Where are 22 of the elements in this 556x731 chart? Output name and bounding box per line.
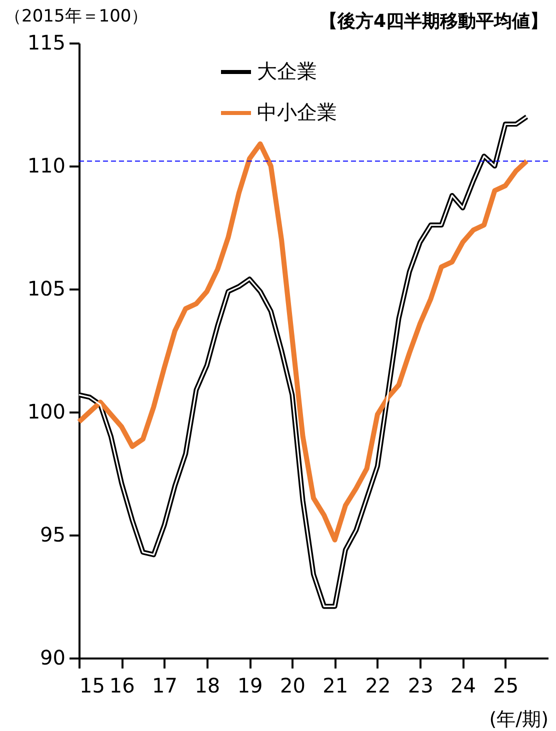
x-tick-label: 25 [493, 674, 519, 698]
y-tick-label: 105 [27, 276, 66, 300]
x-tick-label: 23 [408, 674, 434, 698]
x-tick-label: 17 [152, 674, 178, 698]
x-tick-label: 20 [280, 674, 306, 698]
legend-label: 中小企業 [257, 100, 337, 124]
legend-label: 大企業 [257, 59, 317, 83]
x-tick-label: 24 [450, 674, 476, 698]
x-tick-label: 22 [365, 674, 391, 698]
y-tick-label: 95 [40, 522, 66, 546]
y-tick-label: 115 [27, 30, 66, 54]
x-tick-label: 21 [322, 674, 348, 698]
x-tick-label: 16 [109, 674, 135, 698]
y-tick-label: 100 [27, 400, 66, 424]
x-axis-title: (年/期) [489, 708, 548, 730]
x-tick-label: 19 [237, 674, 263, 698]
y-tick-label: 110 [27, 154, 66, 178]
chart-title: 【後方4四半期移動平均値】 [319, 11, 548, 32]
y-tick-label: 90 [40, 646, 66, 670]
y-axis-title: （2015年＝100） [4, 6, 148, 26]
x-tick-label: 18 [194, 674, 220, 698]
x-tick-label: 15 [80, 674, 105, 698]
